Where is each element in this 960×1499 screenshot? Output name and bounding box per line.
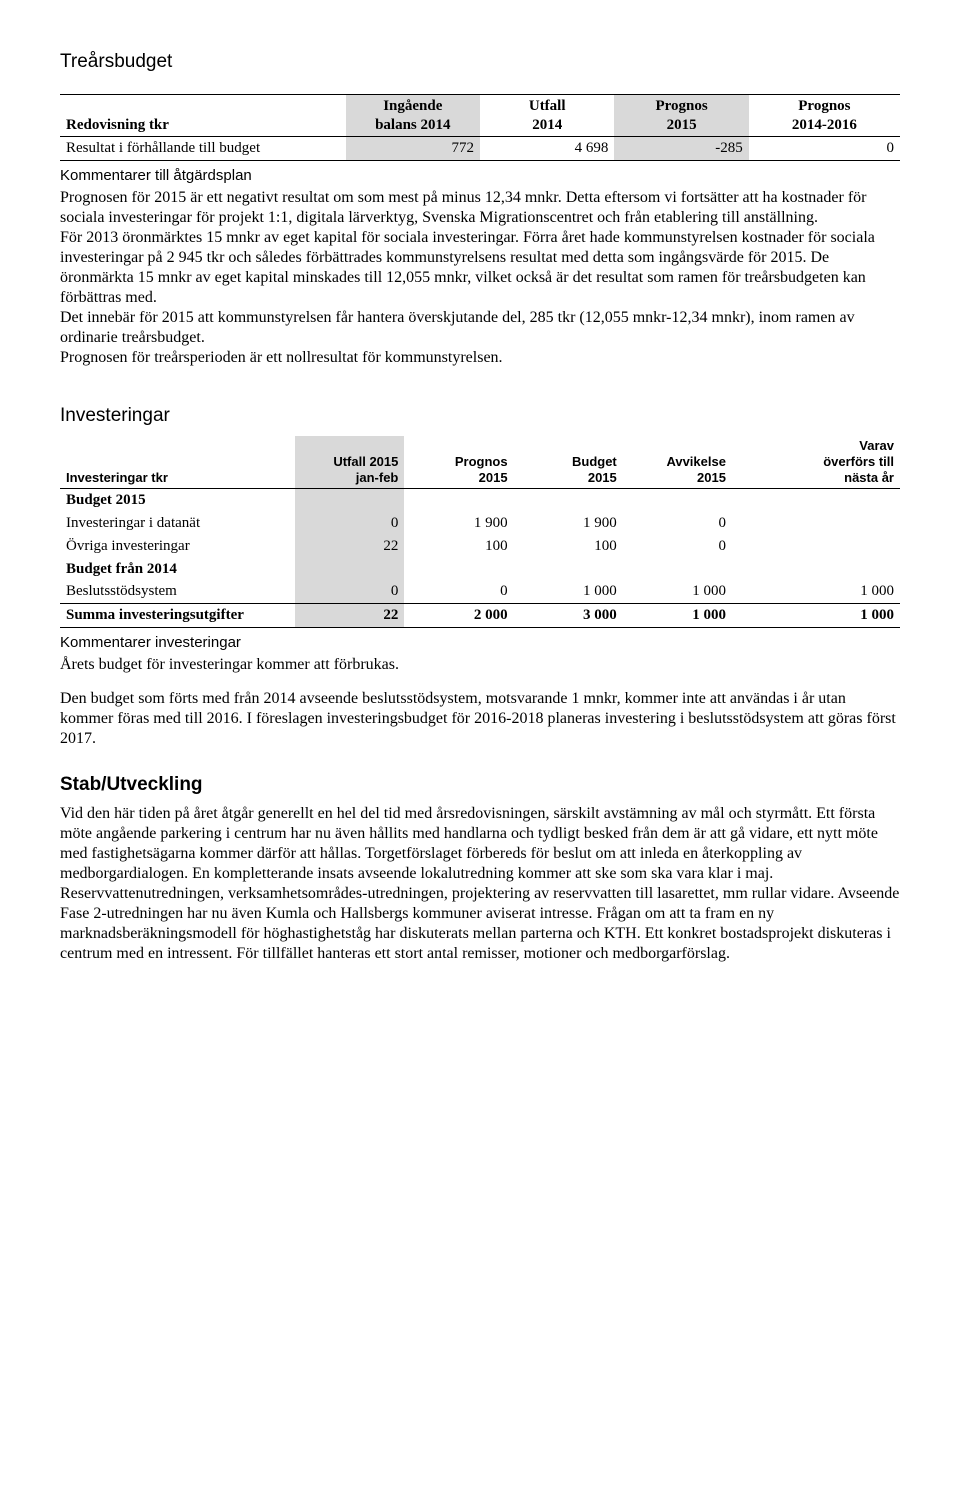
table-cell: 0 [404,580,513,603]
t1-v0: 772 [346,137,480,161]
t2-h5: Varav överförs till nästa år [732,436,900,489]
investeringar-table: Investeringar tkr Utfall 2015 jan-feb Pr… [60,436,900,628]
table-cell: 1 900 [514,512,623,535]
table-cell: 1 000 [732,604,900,628]
table-row: Beslutsstödsystem [60,580,295,603]
t2-g2-label: Budget från 2014 [60,558,295,581]
comment-label-atgardsplan: Kommentarer till åtgärdsplan [60,167,900,186]
table-cell: 22 [295,604,404,628]
table-cell: 0 [295,512,404,535]
sec1-body: Prognosen för 2015 är ett negativt resul… [60,188,900,368]
table-cell: 3 000 [514,604,623,628]
table-cell: 2 000 [404,604,513,628]
t1-h1: Ingående balans 2014 [346,94,480,137]
t1-v2: -285 [614,137,748,161]
t2-h4: Avvikelse 2015 [623,436,732,489]
t1-h3: Prognos 2015 [614,94,748,137]
t2-h1: Utfall 2015 jan-feb [295,436,404,489]
section-title-stab: Stab/Utveckling [60,773,900,797]
sec2-body1: Årets budget för investeringar kommer at… [60,655,900,675]
table-cell [732,512,900,535]
t1-v1: 4 698 [480,137,614,161]
t1-row-label: Resultat i förhållande till budget [60,137,346,161]
table-cell: 100 [404,535,513,558]
table-cell: 0 [623,512,732,535]
sec2-body2: Den budget som förts med från 2014 avsee… [60,689,900,749]
t1-h2: Utfall 2014 [480,94,614,137]
comment-label-investeringar: Kommentarer investeringar [60,634,900,653]
t2-h2: Prognos 2015 [404,436,513,489]
t2-h3: Budget 2015 [514,436,623,489]
table-cell: 1 000 [623,604,732,628]
table-cell: 1 000 [732,580,900,603]
table-cell: 0 [295,580,404,603]
t1-h4: Prognos 2014-2016 [749,94,900,137]
section-title-trearsbudget: Treårsbudget [60,50,900,74]
t2-h0: Investeringar tkr [60,436,295,489]
table-cell: 100 [514,535,623,558]
sec3-body: Vid den här tiden på året åtgår generell… [60,804,900,964]
t2-sum-label: Summa investeringsutgifter [60,604,295,628]
table-cell: 1 900 [404,512,513,535]
t1-h0: Redovisning tkr [60,94,346,137]
section-title-investeringar: Investeringar [60,404,900,428]
table-row: Övriga investeringar [60,535,295,558]
table-cell: 1 000 [623,580,732,603]
table-row: Investeringar i datanät [60,512,295,535]
t1-v3: 0 [749,137,900,161]
t2-g1-label: Budget 2015 [60,489,295,512]
table-cell [732,535,900,558]
table-cell: 0 [623,535,732,558]
trearsbudget-table: Redovisning tkr Ingående balans 2014 Utf… [60,94,900,161]
table-cell: 22 [295,535,404,558]
table-cell: 1 000 [514,580,623,603]
